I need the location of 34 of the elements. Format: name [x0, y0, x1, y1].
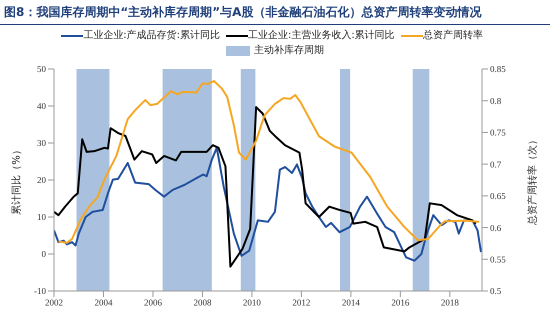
legend-label: 总资产周转率	[422, 29, 483, 43]
y-axis-title: 累计同比（%）	[10, 145, 23, 215]
y-tick-label: 40	[37, 101, 46, 112]
y2-axis-title: 总资产周转率（次）	[526, 135, 539, 226]
chart-title: 图8：我国库存周期中“主动补库存周期”与A股（非金融石油石化）总资产周转率变动情况	[0, 0, 550, 25]
x-tick-label: 2014	[342, 297, 360, 308]
legend-label: 工业企业:产成品存货:累计同比	[83, 29, 220, 43]
x-tick-label: 2002	[45, 297, 63, 308]
y-tick-label: 20	[37, 175, 46, 186]
x-tick-label: 2016	[391, 297, 410, 308]
y2-tick-label: 0.55	[490, 254, 506, 264]
line-series	[54, 106, 477, 268]
x-tick-label: 2012	[292, 297, 310, 308]
x-tick-label: 2008	[193, 297, 212, 308]
line-series	[57, 80, 480, 244]
line-series	[54, 146, 482, 262]
y-tick-label: 30	[37, 138, 46, 148]
legend-label: 主动补库存周期	[254, 44, 324, 58]
x-tick-label: 2010	[242, 297, 262, 308]
y-tick-label: 50	[37, 64, 46, 74]
y2-tick-label: 0.8	[490, 96, 502, 106]
x-tick-label: 2004	[94, 297, 113, 308]
y-tick-label: 0	[42, 249, 46, 260]
y2-tick-label: 0.85	[490, 64, 506, 74]
y2-tick-label: 0.65	[490, 191, 506, 202]
y2-tick-label: 0.7	[490, 159, 502, 170]
y2-tick-label: 0.75	[490, 128, 506, 138]
x-tick-label: 2006	[144, 297, 162, 308]
x-tick-label: 2018	[440, 297, 460, 308]
y2-tick-label: 0.6	[490, 222, 502, 233]
y2-tick-label: 0.5	[490, 286, 502, 296]
y-tick-label: 10	[37, 212, 46, 222]
y-tick-label: -10	[34, 286, 46, 296]
legend-label: 工业企业:主营业务收入:累计同比	[248, 29, 395, 43]
